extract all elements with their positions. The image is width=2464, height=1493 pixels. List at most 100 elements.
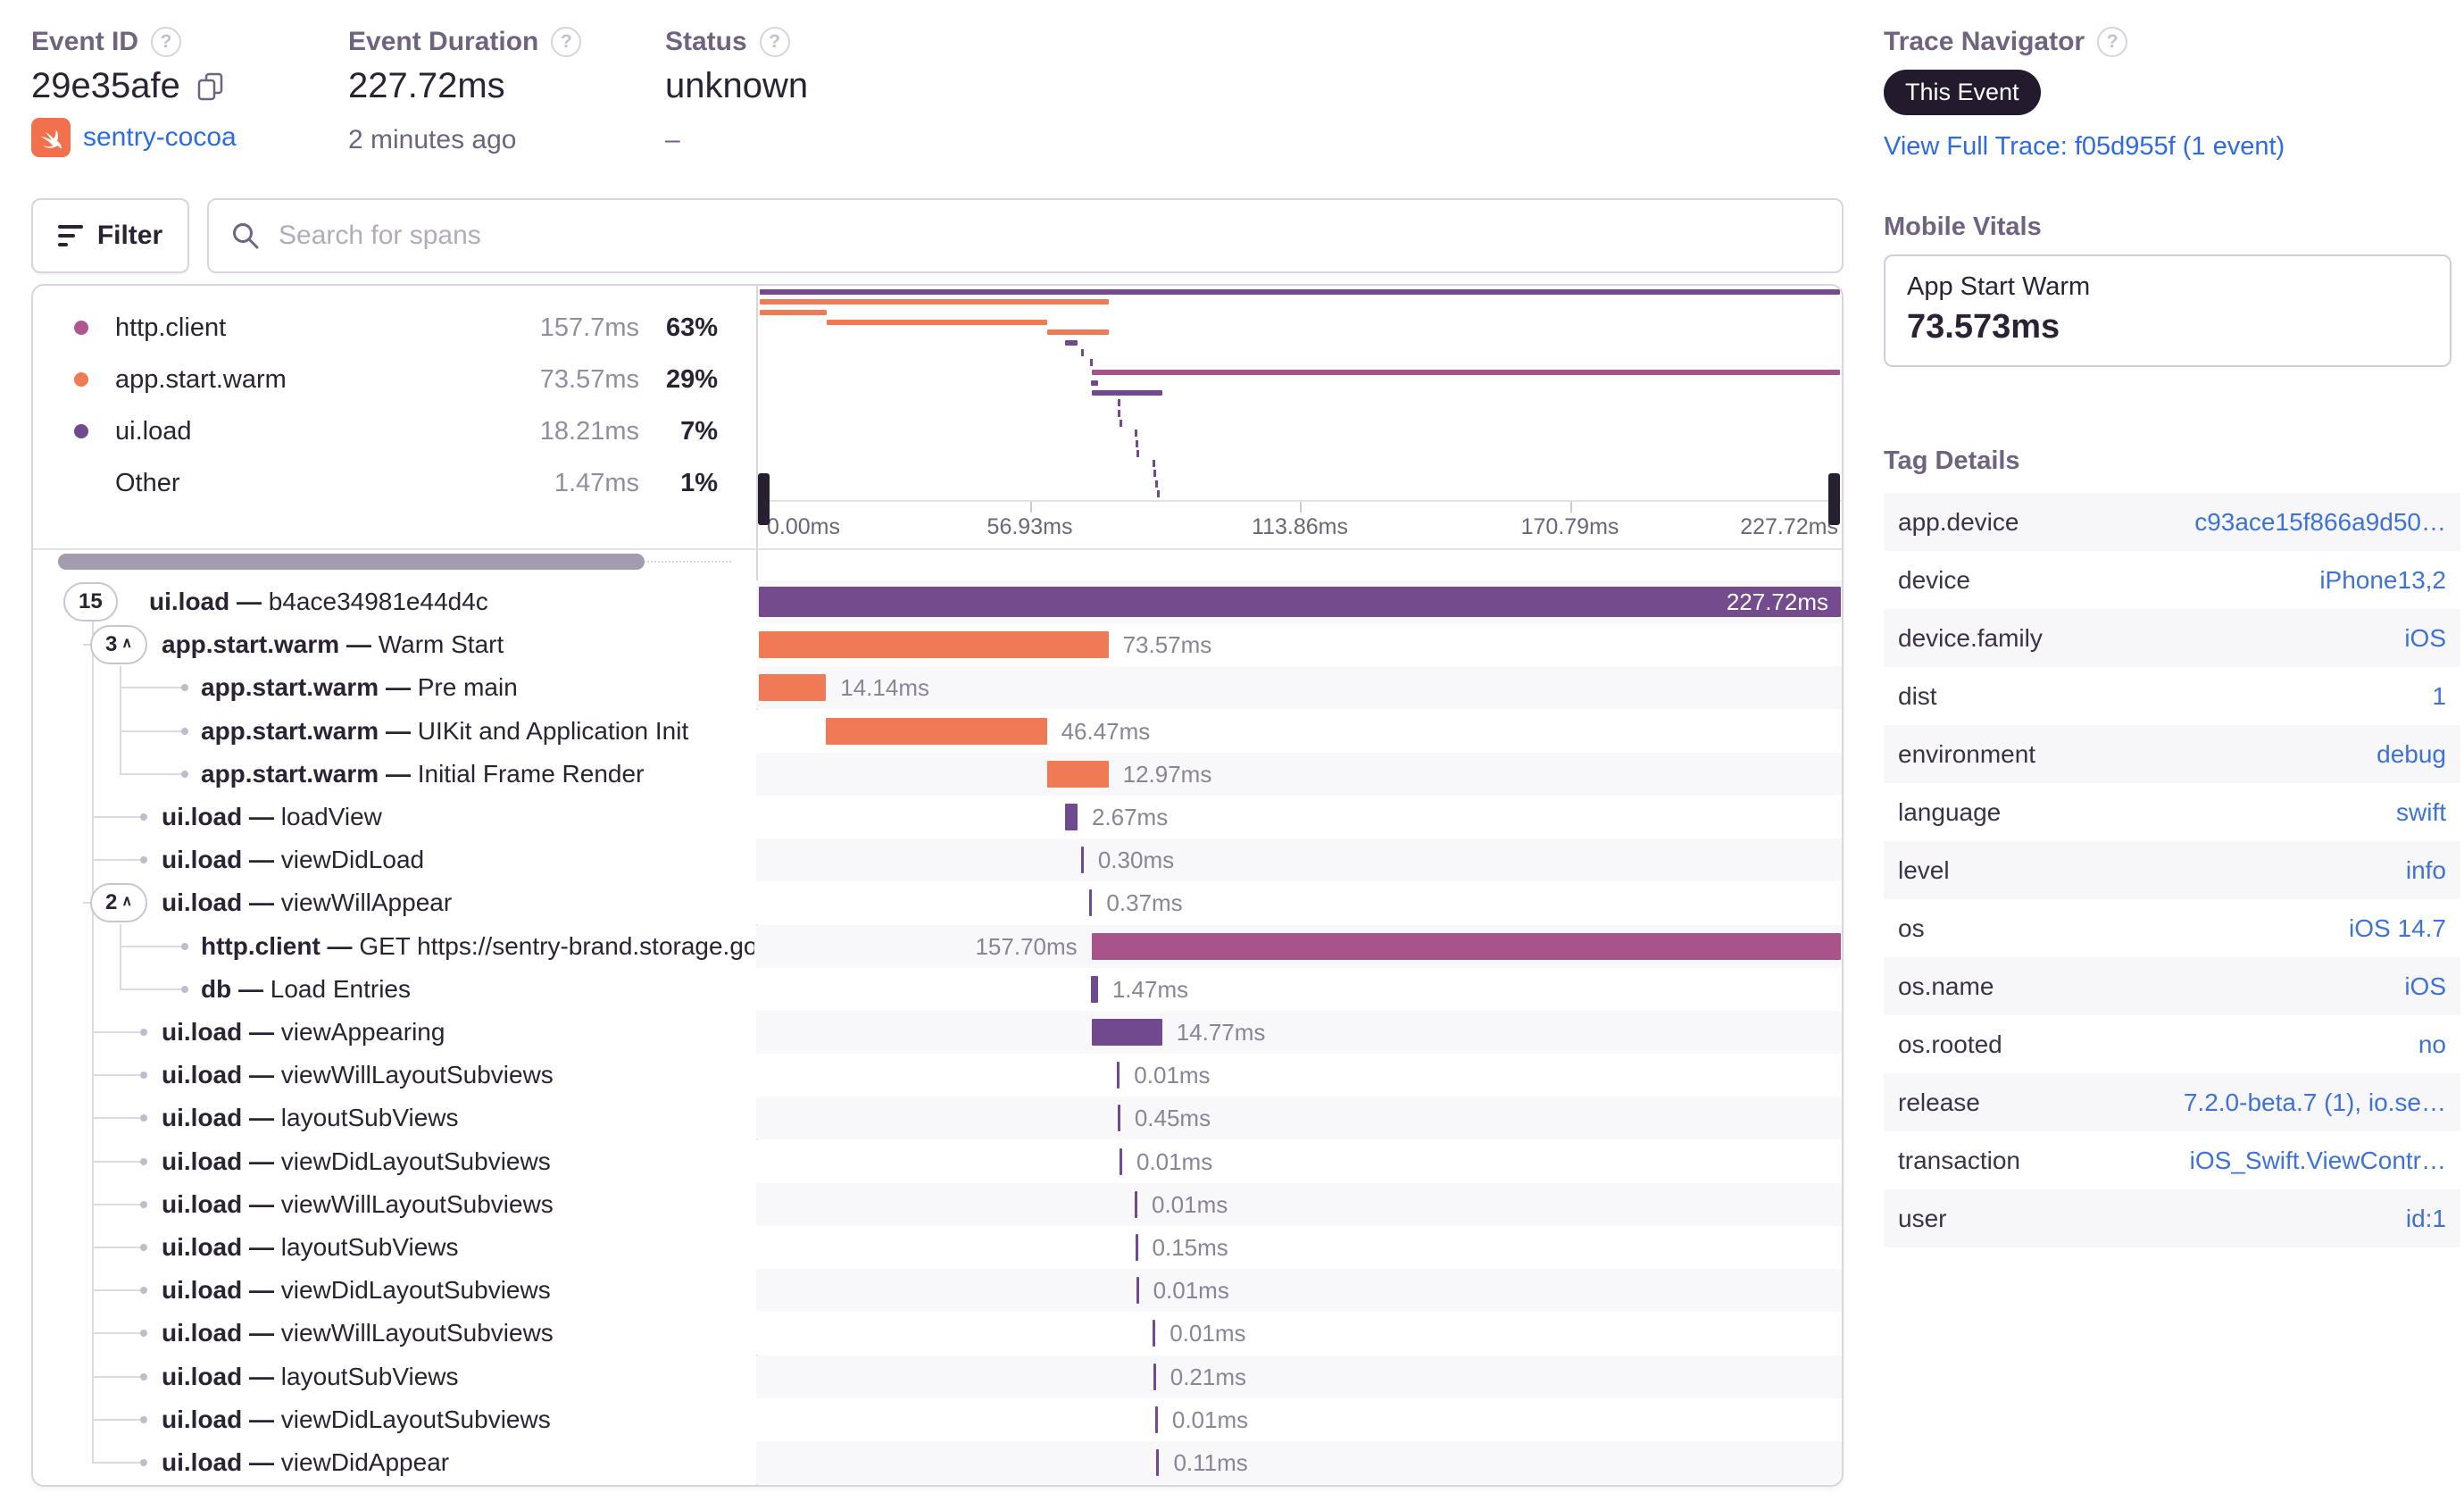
span-bar[interactable] (1156, 1449, 1160, 1476)
span-bar[interactable] (826, 717, 1047, 745)
span-row[interactable]: 0.30ms ui.load — viewDidLoad (33, 838, 1842, 882)
span-tree-cell[interactable]: 15 ui.load — b4ace34981e44d4c (33, 580, 754, 623)
span-tree-cell[interactable]: ui.load — viewWillLayoutSubviews (33, 1054, 754, 1097)
span-tree-cell[interactable]: app.start.warm — Pre main (33, 666, 754, 709)
filter-button[interactable]: Filter (31, 198, 189, 273)
span-tree-cell[interactable]: app.start.warm — Initial Frame Render (33, 753, 754, 796)
span-tree-cell[interactable]: ui.load — viewDidLayoutSubviews (33, 1269, 754, 1312)
span-tree-cell[interactable]: ui.load — loadView (33, 796, 754, 838)
span-tree-cell[interactable]: ui.load — viewDidLayoutSubviews (33, 1140, 754, 1183)
span-row[interactable]: 14.14ms app.start.warm — Pre main (33, 666, 1842, 710)
minimap-right-handle[interactable] (1828, 473, 1840, 525)
span-row[interactable]: 73.57ms 3 ∧ app.start.warm — Warm Start (33, 623, 1842, 667)
span-bar[interactable] (1154, 1405, 1158, 1433)
tag-value-link[interactable]: debug (2377, 740, 2446, 768)
tag-value-link[interactable]: c93ace15f866a9d50… (2194, 508, 2446, 536)
tag-value-link[interactable]: info (2405, 856, 2446, 884)
span-row[interactable]: 12.97ms app.start.warm — Initial Frame Re… (33, 752, 1842, 796)
project-link[interactable]: sentry-cocoa (83, 122, 237, 152)
span-bar[interactable] (1091, 975, 1098, 1003)
span-row[interactable]: 0.01ms ui.load — viewWillLayoutSubviews (33, 1054, 1842, 1097)
span-bar[interactable] (1119, 1147, 1122, 1175)
span-row[interactable]: 14.77ms ui.load — viewAppearing (33, 1011, 1842, 1054)
span-tree-cell[interactable]: ui.load — viewDidAppear (33, 1441, 754, 1484)
tag-value-link[interactable]: swift (2396, 798, 2446, 826)
span-op: ui.load — (162, 1104, 274, 1132)
span-tree-cell[interactable]: app.start.warm — UIKit and Application I… (33, 710, 754, 753)
span-op: ui.load — (162, 1147, 274, 1175)
horizontal-scrollbar-thumb[interactable] (58, 554, 645, 570)
span-tree-cell[interactable]: ui.load — layoutSubViews (33, 1097, 754, 1139)
tag-value-link[interactable]: iOS (2404, 972, 2446, 1000)
span-row[interactable]: 0.01ms ui.load — viewWillLayoutSubviews (33, 1182, 1842, 1226)
help-icon[interactable]: ? (151, 27, 182, 57)
tag-value-link[interactable]: 7.2.0-beta.7 (1), io.se… (2183, 1088, 2446, 1116)
span-tree-cell[interactable]: db — Load Entries (33, 968, 754, 1011)
search-input[interactable] (277, 220, 1820, 252)
legend-item[interactable]: http.client 157.7ms 63% (33, 302, 754, 354)
span-tree-cell[interactable]: 3 ∧ app.start.warm — Warm Start (33, 623, 754, 666)
span-bar[interactable] (759, 674, 827, 702)
tag-value-link[interactable]: id:1 (2405, 1205, 2446, 1232)
span-count-badge[interactable]: 3 ∧ (90, 625, 148, 665)
span-tree-cell[interactable]: http.client — GET https://sentry-brand.s… (33, 925, 754, 968)
view-full-trace-link[interactable]: View Full Trace: f05d955f (1 event) (1884, 132, 2285, 161)
tag-value-link[interactable]: iPhone13,2 (2319, 566, 2446, 594)
span-row[interactable]: 0.01ms ui.load — viewDidLayoutSubviews (33, 1139, 1842, 1183)
tag-value-link[interactable]: no (2418, 1030, 2446, 1058)
span-bar[interactable]: 227.72ms (759, 587, 1841, 617)
span-bar[interactable] (1134, 1190, 1137, 1218)
legend-item[interactable]: ui.load 18.21ms 7% (33, 405, 754, 457)
tag-value-link[interactable]: 1 (2432, 682, 2446, 710)
span-bar[interactable] (1117, 1105, 1120, 1132)
span-tree-cell[interactable]: ui.load — viewWillLayoutSubviews (33, 1183, 754, 1226)
span-count-badge[interactable]: 15 (63, 582, 118, 621)
span-tree-cell[interactable]: ui.load — viewWillLayoutSubviews (33, 1312, 754, 1355)
span-tree-cell[interactable]: ui.load — layoutSubViews (33, 1355, 754, 1398)
span-bar[interactable] (1080, 847, 1084, 874)
span-bar[interactable] (1136, 1277, 1139, 1305)
tag-value-link[interactable]: iOS_Swift.ViewContr… (2189, 1147, 2446, 1174)
help-icon[interactable]: ? (551, 27, 582, 57)
span-bar[interactable] (1064, 804, 1078, 830)
tag-value-link[interactable]: iOS (2404, 624, 2446, 652)
span-row[interactable]: 227.72ms 15 ui.load — b4ace34981e44d4c (33, 580, 1842, 623)
span-bar[interactable] (1117, 1062, 1120, 1089)
span-bar[interactable] (759, 631, 1109, 659)
legend-item[interactable]: app.start.warm 73.57ms 29% (33, 354, 754, 405)
span-row[interactable]: 0.01ms ui.load — viewWillLayoutSubviews (33, 1312, 1842, 1355)
span-bar[interactable] (1153, 1363, 1156, 1390)
trace-minimap[interactable]: 0.00ms 56.93ms 113.86ms 170.79ms 227.72ms (758, 286, 1842, 548)
help-icon[interactable]: ? (2097, 27, 2128, 57)
app-start-warm-card[interactable]: App Start Warm 73.573ms (1884, 254, 2452, 367)
span-tree-cell[interactable]: ui.load — layoutSubViews (33, 1226, 754, 1269)
span-tree-cell[interactable]: ui.load — viewDidLayoutSubviews (33, 1398, 754, 1441)
span-count-badge[interactable]: 2 ∧ (90, 883, 148, 923)
span-bar[interactable] (1089, 889, 1093, 917)
span-bar[interactable] (1092, 1019, 1162, 1046)
span-row[interactable]: 46.47ms app.start.warm — UIKit and Applic… (33, 709, 1842, 753)
span-row[interactable]: 0.11ms ui.load — viewDidAppear (33, 1441, 1842, 1484)
span-row[interactable]: 157.70ms http.client — GET https://sentry… (33, 924, 1842, 968)
span-tree-cell[interactable]: ui.load — viewDidLoad (33, 838, 754, 881)
legend-item[interactable]: Other 1.47ms 1% (33, 457, 754, 509)
tag-key: os.rooted (1898, 1030, 2002, 1058)
span-tree-cell[interactable]: 2 ∧ ui.load — viewWillAppear (33, 881, 754, 924)
span-bar[interactable] (1046, 760, 1109, 788)
span-row[interactable]: 0.15ms ui.load — layoutSubViews (33, 1226, 1842, 1269)
span-row[interactable]: 2.67ms ui.load — loadView (33, 796, 1842, 838)
span-row[interactable]: 0.01ms ui.load — viewDidLayoutSubviews (33, 1269, 1842, 1313)
help-icon[interactable]: ? (759, 27, 790, 57)
span-bar[interactable] (1153, 1320, 1156, 1347)
copy-icon[interactable] (195, 71, 227, 103)
span-row[interactable]: 0.45ms ui.load — layoutSubViews (33, 1097, 1842, 1140)
span-row[interactable]: 1.47ms db — Load Entries (33, 967, 1842, 1011)
span-bar[interactable] (1091, 932, 1841, 960)
span-tree-cell[interactable]: ui.load — viewAppearing (33, 1011, 754, 1054)
minimap-left-handle[interactable] (758, 473, 770, 525)
span-row[interactable]: 0.01ms ui.load — viewDidLayoutSubviews (33, 1397, 1842, 1441)
span-bar[interactable] (1135, 1234, 1138, 1261)
tag-value-link[interactable]: iOS 14.7 (2349, 914, 2446, 942)
span-row[interactable]: 0.21ms ui.load — layoutSubViews (33, 1355, 1842, 1398)
span-row[interactable]: 0.37ms 2 ∧ ui.load — viewWillAppear (33, 881, 1842, 925)
